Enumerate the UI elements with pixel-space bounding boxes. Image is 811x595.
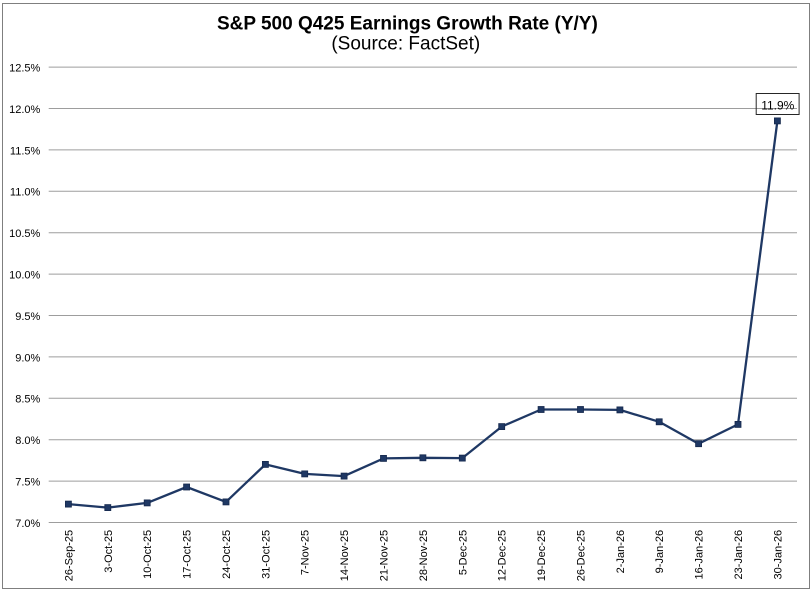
svg-text:30-Jan-26: 30-Jan-26 <box>772 530 784 580</box>
svg-text:12-Dec-25: 12-Dec-25 <box>497 530 509 581</box>
svg-text:23-Jan-26: 23-Jan-26 <box>733 530 745 580</box>
svg-text:2-Jan-26: 2-Jan-26 <box>615 530 627 573</box>
svg-text:9.0%: 9.0% <box>15 352 40 364</box>
svg-text:16-Jan-26: 16-Jan-26 <box>694 530 706 580</box>
svg-text:7-Nov-25: 7-Nov-25 <box>300 530 312 575</box>
svg-text:11.9%: 11.9% <box>761 98 794 112</box>
svg-text:(Source: FactSet): (Source: FactSet) <box>331 34 480 55</box>
svg-text:S&P 500 Q425 Earnings Growth R: S&P 500 Q425 Earnings Growth Rate (Y/Y) <box>217 14 598 35</box>
svg-text:7.5%: 7.5% <box>15 477 40 489</box>
svg-text:3-Oct-25: 3-Oct-25 <box>103 530 115 573</box>
svg-text:14-Nov-25: 14-Nov-25 <box>339 530 351 581</box>
svg-text:5-Dec-25: 5-Dec-25 <box>457 530 469 575</box>
svg-text:21-Nov-25: 21-Nov-25 <box>379 530 391 581</box>
svg-text:9-Jan-26: 9-Jan-26 <box>654 530 666 573</box>
svg-text:31-Oct-25: 31-Oct-25 <box>260 530 272 579</box>
svg-text:7.0%: 7.0% <box>15 518 40 530</box>
svg-text:24-Oct-25: 24-Oct-25 <box>221 530 233 579</box>
svg-text:11.0%: 11.0% <box>10 187 41 199</box>
svg-text:10-Oct-25: 10-Oct-25 <box>142 530 154 579</box>
svg-text:8.5%: 8.5% <box>15 394 40 406</box>
svg-text:10.0%: 10.0% <box>9 270 40 282</box>
svg-text:12.0%: 12.0% <box>9 104 40 116</box>
svg-text:17-Oct-25: 17-Oct-25 <box>182 530 194 579</box>
svg-text:26-Sep-25: 26-Sep-25 <box>63 530 75 581</box>
svg-text:28-Nov-25: 28-Nov-25 <box>418 530 430 581</box>
svg-text:12.5%: 12.5% <box>9 63 40 75</box>
svg-text:9.5%: 9.5% <box>15 311 40 323</box>
svg-text:19-Dec-25: 19-Dec-25 <box>536 530 548 581</box>
svg-text:10.5%: 10.5% <box>9 228 40 240</box>
svg-text:8.0%: 8.0% <box>15 435 40 447</box>
svg-text:11.5%: 11.5% <box>10 145 41 157</box>
svg-text:26-Dec-25: 26-Dec-25 <box>576 530 588 581</box>
